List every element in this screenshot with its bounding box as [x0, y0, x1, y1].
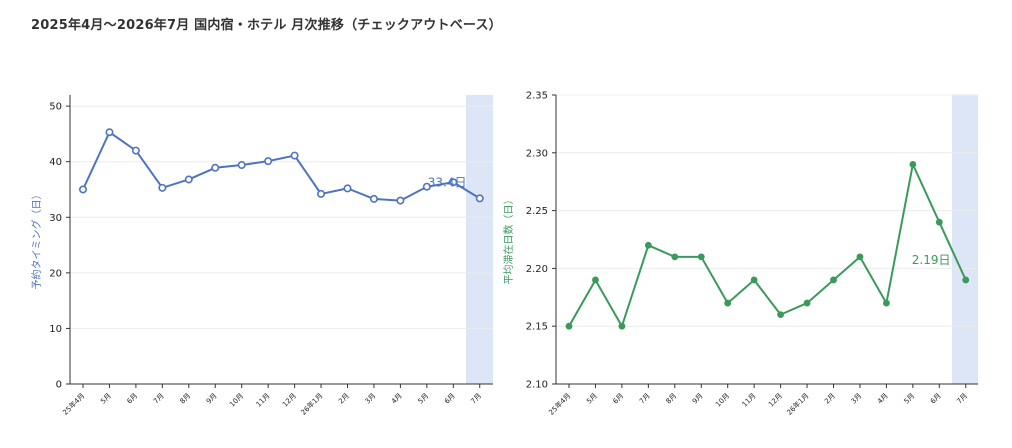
data-point: [644, 241, 652, 249]
x-tick-label: 5月: [902, 392, 916, 406]
y-tick-label: 40: [49, 157, 62, 168]
data-point: [343, 184, 352, 193]
x-tick-label: 3月: [850, 392, 864, 406]
x-tick-label: 7月: [955, 392, 969, 406]
x-tick-label: 4月: [876, 392, 890, 406]
page-title: 2025年4月～2026年7月 国内宿・ホテル 月次推移（チェックアウトベース）: [31, 18, 502, 33]
data-point: [803, 299, 811, 307]
data-point: [962, 276, 970, 284]
data-point: [317, 189, 326, 198]
y-tick-label: 2.20: [526, 264, 548, 275]
x-tick-label: 10月: [714, 392, 731, 409]
y-tick-label: 2.10: [526, 380, 548, 391]
x-tick-label: 6月: [929, 392, 943, 406]
data-point: [237, 161, 246, 170]
data-point: [396, 196, 405, 205]
x-tick-label: 25年4月: [547, 391, 573, 417]
y-tick-label: 2.30: [526, 148, 548, 159]
highlight-band: [466, 95, 493, 384]
x-tick-label: 8月: [664, 392, 678, 406]
y-tick-label: 50: [49, 102, 62, 113]
data-point: [290, 151, 299, 160]
data-point: [369, 194, 378, 203]
x-tick-label: 11月: [741, 392, 758, 409]
y-tick-label: 2.35: [526, 91, 548, 102]
data-point: [724, 299, 732, 307]
data-point: [131, 146, 140, 155]
x-tick-label: 6月: [612, 392, 626, 406]
last-value-annotation: 2.19日: [912, 253, 951, 267]
y-axis-label: 予約タイミング（日）: [30, 190, 43, 290]
y-axis-label: 平均滞在日数（日）: [502, 195, 515, 285]
data-point: [856, 253, 864, 261]
data-point: [750, 276, 758, 284]
series-line: [568, 163, 967, 328]
data-point: [935, 218, 943, 226]
data-point: [618, 322, 626, 330]
y-tick-label: 2.15: [526, 322, 548, 333]
last-value-annotation: 33.4日: [428, 175, 467, 189]
x-tick-label: 7月: [638, 392, 652, 406]
y-tick-label: 2.25: [526, 206, 548, 217]
y-tick-label: 0: [56, 380, 62, 391]
data-point: [422, 182, 431, 191]
data-point: [565, 322, 573, 330]
data-point: [830, 276, 837, 284]
y-tick-label: 30: [49, 213, 62, 224]
x-tick-label: 5月: [585, 392, 599, 406]
x-tick-label: 12月: [767, 392, 784, 409]
data-point: [592, 276, 599, 284]
data-point: [671, 253, 679, 261]
data-point: [264, 157, 273, 166]
data-point: [475, 194, 484, 203]
data-point: [158, 183, 167, 192]
series-line: [82, 131, 481, 202]
data-point: [79, 185, 88, 194]
data-point: [909, 160, 917, 168]
x-tick-label: 2月: [823, 392, 837, 406]
data-point: [449, 178, 458, 187]
data-point: [105, 128, 114, 137]
data-point: [777, 311, 784, 319]
x-tick-label: 9月: [691, 392, 705, 406]
y-tick-label: 10: [49, 324, 62, 335]
data-point: [184, 175, 193, 184]
x-tick-label: 26年1月: [785, 391, 811, 417]
highlight-band: [952, 95, 978, 384]
data-point: [883, 299, 890, 307]
data-point: [697, 253, 705, 261]
data-point: [211, 163, 220, 172]
y-tick-label: 20: [49, 268, 62, 279]
